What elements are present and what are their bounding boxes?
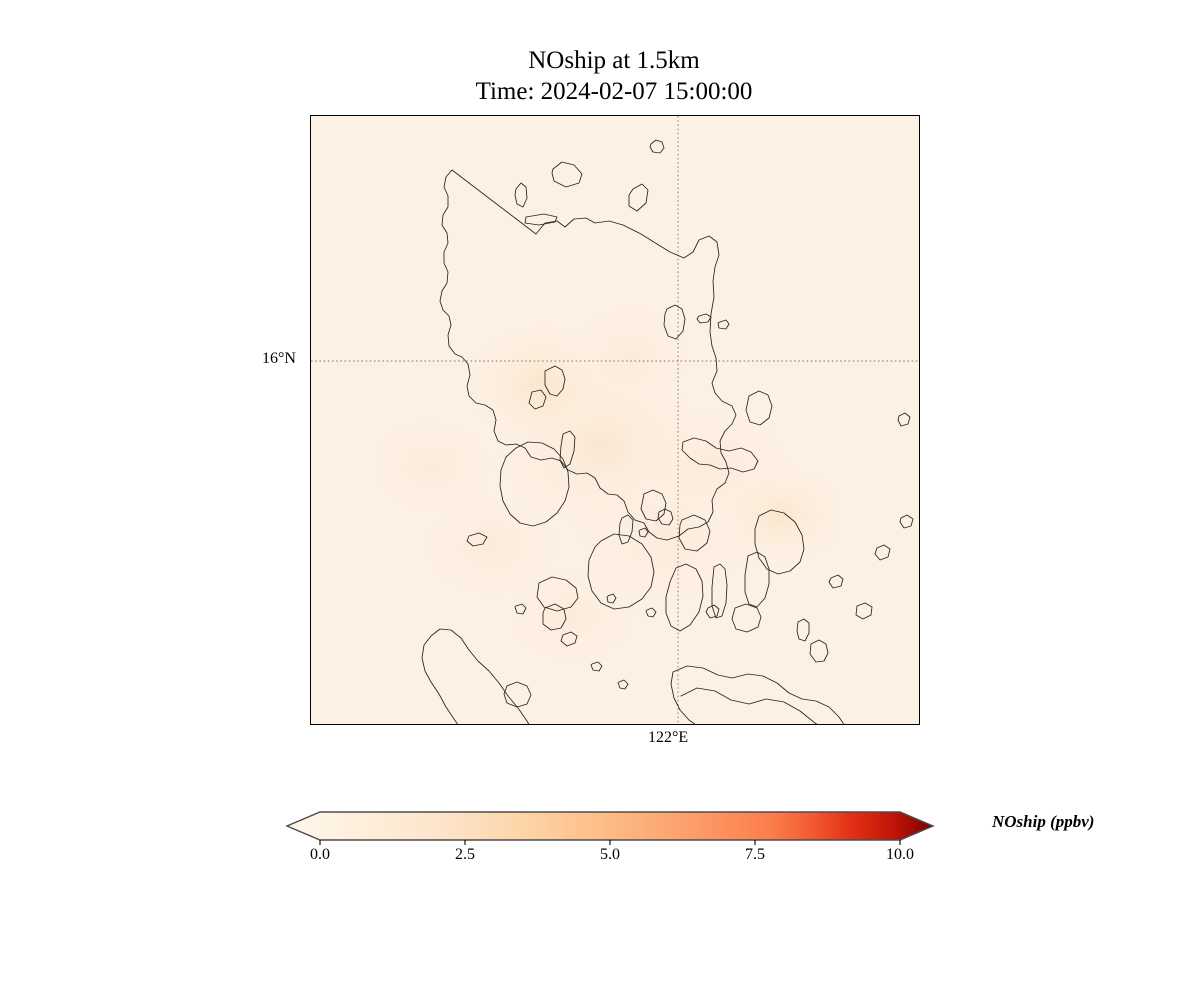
coast-islet-polillo-s [696,313,712,324]
coast-islet-east-1 [828,574,844,589]
coast-islet-babuyan-1 [551,161,583,188]
coast-polillo [663,304,686,340]
map-canvas [311,116,919,724]
coast-zambales-1 [528,389,547,410]
coast-mindoro [499,441,570,527]
coast-islet-babuyan-3 [628,183,649,212]
coast-sibuyan [657,508,674,526]
coast-mindanao-body [680,687,818,724]
coast-islet-sw-1 [466,532,488,547]
coast-islet-batan [649,139,665,154]
colorbar-tick-2: 5.0 [600,846,620,863]
coast-islet-east-4 [899,514,914,529]
map-plot-area[interactable] [310,115,920,725]
coast-palawan-ne [503,681,532,708]
colorbar-tick-0: 0.0 [310,846,330,863]
coast-panay [587,533,655,610]
colorbar-ticks [319,840,901,845]
coast-islet-ne [897,412,911,427]
coast-islet-east-3 [874,544,891,561]
coastline-layer [421,139,914,724]
coast-islet-sulu-2 [590,661,603,672]
coast-dinagat [796,618,810,642]
coast-siargao [809,639,829,663]
coast-cebu [711,563,728,619]
coast-islet-sw-2 [514,603,527,615]
colorbar-tick-4: 10.0 [886,846,914,863]
colorbar-gradient [285,811,935,845]
coast-islet-central-2 [645,607,657,618]
coast-bicol-tip [681,437,759,473]
coast-samar [754,509,805,575]
coast-tablas [618,514,634,545]
coast-cuyo-islet [560,631,578,647]
colorbar-label: NOship (ppbv) [992,812,1095,831]
coast-bataan-peninsula [559,430,576,469]
coast-leyte [744,551,770,608]
coast-romblon-islet [638,527,649,538]
coast-islet-sulu-3 [617,679,629,690]
colorbar-tick-1: 2.5 [455,846,475,863]
axis-label-latitude-16n: 16°N [262,350,296,367]
title-line-2: Time: 2024-02-07 15:00:00 [475,77,753,105]
page-title: NOship at 1.5km Time: 2024-02-07 15:00:0… [310,46,918,107]
coast-luzon [439,169,737,541]
coast-islet-polillo-e [717,319,730,330]
colorbar[interactable] [285,806,935,846]
coast-bohol [731,603,762,633]
coast-islet-babuyan-2 [514,182,528,208]
coast-islet-sulu-1 [705,604,720,619]
coast-masbate [678,514,711,552]
coast-lingayen-gulf [544,365,566,397]
title-line-1: NOship at 1.5km [528,47,700,74]
coast-busuanga [536,576,579,612]
coast-culion [542,603,567,631]
coast-marinduque [640,489,667,522]
colorbar-tick-3: 7.5 [745,846,765,863]
coast-islet-east-2 [855,602,873,620]
coast-islet-calayan [524,213,558,226]
graticule-lines [311,116,919,724]
coast-negros [665,563,704,632]
colorbar-body[interactable] [285,811,935,841]
coast-catanduanes [745,390,773,426]
coast-islet-central-1 [606,593,617,604]
coast-mindanao-north [670,665,845,724]
colorbar-tick-labels: 0.0 2.5 5.0 7.5 10.0 [285,846,935,870]
axis-label-longitude-122e: 122°E [648,729,689,746]
coast-palawan [421,628,530,724]
